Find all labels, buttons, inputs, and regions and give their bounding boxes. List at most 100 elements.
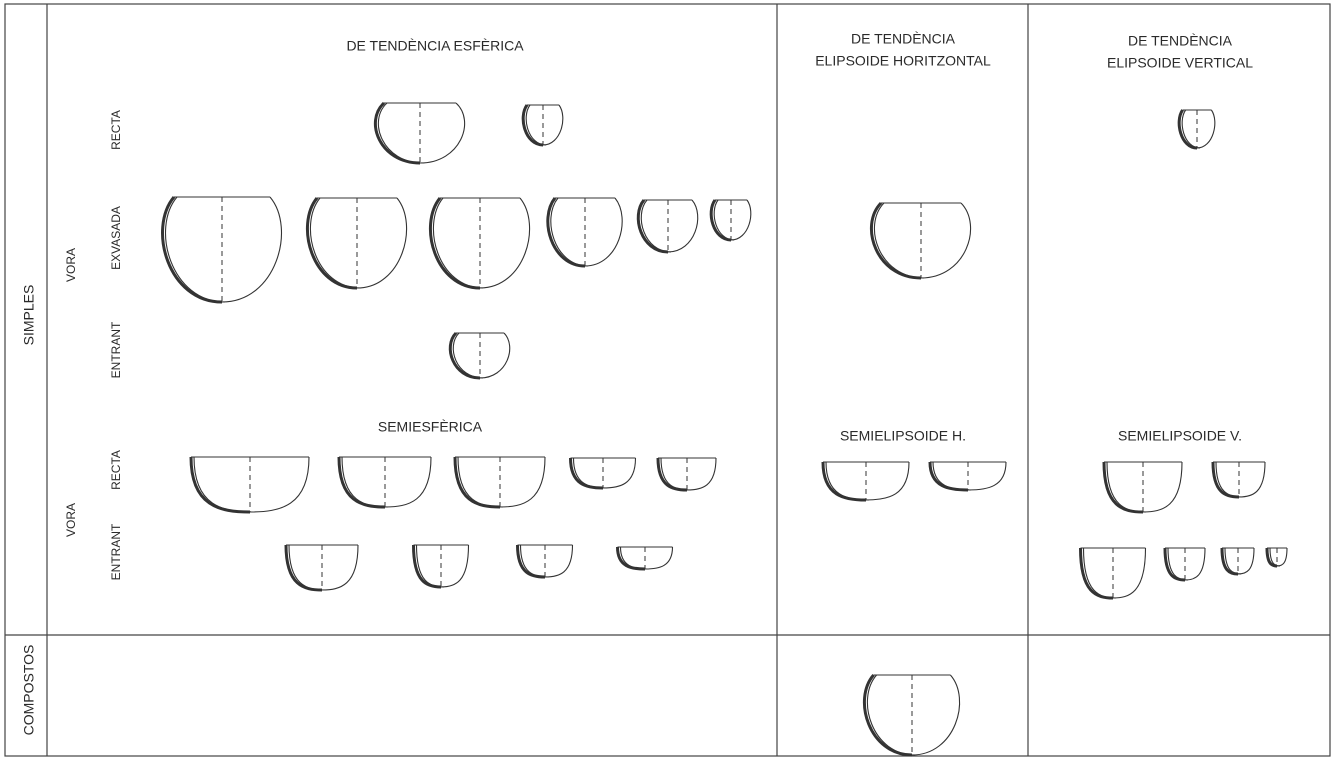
vessel-profile <box>479 332 511 379</box>
vessel-profile <box>288 544 326 591</box>
vessel <box>821 461 910 502</box>
vessel-profile <box>164 196 226 303</box>
group-label: VORA <box>64 503 78 537</box>
vessel <box>305 197 408 290</box>
vessel-section <box>1211 461 1240 499</box>
sub-header: SEMIESFÈRICA <box>378 419 483 435</box>
vessel-profile <box>550 197 589 267</box>
vessel <box>1211 461 1266 499</box>
vessel-profile <box>321 544 359 591</box>
vessel-profile <box>249 456 310 513</box>
vessel <box>546 197 623 268</box>
vessel-profile <box>1215 461 1243 498</box>
column-header: ELIPSOIDE HORITZONTAL <box>815 53 991 69</box>
vessel-profile <box>1238 461 1266 498</box>
vessel-profile <box>640 199 672 253</box>
row-header: SIMPLES <box>21 285 37 346</box>
vessel-section <box>161 196 223 304</box>
variant-label: RECTA <box>109 450 123 490</box>
vessel-profile <box>1184 547 1206 581</box>
vessel-profile <box>1196 109 1216 149</box>
vessel <box>337 456 432 509</box>
sub-header: SEMIELIPSOIDE V. <box>1118 428 1242 444</box>
vessel <box>412 544 470 589</box>
vessel-section <box>870 201 922 280</box>
vessel-profile <box>419 102 466 164</box>
vessel <box>284 544 359 592</box>
sub-header: SEMIELIPSOIDE H. <box>840 428 966 444</box>
column-header: DE TENDÈNCIA <box>1128 33 1233 49</box>
vessel-profile <box>544 544 574 578</box>
vessel <box>428 197 531 290</box>
vessel-section <box>448 331 481 380</box>
vessel-profile <box>341 456 389 508</box>
vessel-profile <box>1237 547 1255 575</box>
vessel-section <box>516 544 546 579</box>
vessel-profile <box>309 197 361 289</box>
vessel <box>863 674 960 757</box>
vessel <box>1102 461 1183 514</box>
vessel-profile <box>825 461 870 501</box>
vessel-profile <box>221 196 283 303</box>
column-header: DE TENDÈNCIA ESFÈRICA <box>346 38 524 54</box>
vessel <box>656 457 717 492</box>
vessel <box>521 104 564 147</box>
vessel-profile <box>384 456 432 508</box>
vessel-profile <box>377 102 424 164</box>
vessel <box>453 456 546 509</box>
group-label: VORA <box>64 248 78 282</box>
vessel-profile <box>1106 461 1147 513</box>
vessel <box>636 199 699 254</box>
vessel <box>373 101 466 165</box>
table-grid <box>4 3 1331 757</box>
vessel-profile <box>713 199 735 241</box>
vessel-section <box>189 456 251 514</box>
vessel-profile <box>479 197 531 289</box>
vessel <box>1220 547 1255 576</box>
vessel-section <box>863 674 913 757</box>
vessel-profile <box>584 197 623 267</box>
vessel-section <box>1265 547 1278 568</box>
vessel-profile <box>967 461 1007 491</box>
vessel-profile <box>865 461 910 501</box>
vessel-section <box>428 197 481 290</box>
vessel-profile <box>660 457 691 491</box>
variant-label: ENTRANT <box>109 321 123 378</box>
vessel-profile <box>193 456 254 513</box>
column-header: ELIPSOIDE VERTICAL <box>1107 55 1253 71</box>
table-border <box>4 3 1331 757</box>
vessel <box>1265 547 1288 568</box>
vessel-profile <box>602 457 637 489</box>
vessel-profile <box>415 544 445 588</box>
vessel-profile <box>356 197 408 289</box>
vessel-profile <box>1112 547 1147 599</box>
vessel <box>516 544 574 579</box>
vessel <box>161 196 283 304</box>
vessel-profile <box>874 202 925 279</box>
vessel <box>189 456 310 514</box>
vessel-profile <box>452 332 484 379</box>
vessel-profile <box>432 197 484 289</box>
vessel-section <box>636 199 669 254</box>
vessel-profile <box>1082 547 1117 599</box>
vessel-profile <box>1181 109 1201 149</box>
vessel-profile <box>525 104 547 146</box>
vessel-section <box>412 544 442 589</box>
vessel <box>928 461 1007 492</box>
vessel-profile <box>440 544 470 588</box>
vessel <box>569 457 637 490</box>
vessel-section <box>373 101 421 165</box>
vessel <box>448 331 511 380</box>
vessel-profile <box>644 546 674 570</box>
row-header: COMPOSTOS <box>21 645 37 736</box>
vessel-section <box>305 197 358 290</box>
vessel <box>1177 109 1216 150</box>
vessel-section <box>546 197 586 268</box>
vessel-profile <box>911 674 960 756</box>
vessel <box>1079 547 1147 600</box>
vessel-section <box>1177 109 1198 150</box>
vessel-section <box>521 104 544 147</box>
vessel-profile <box>867 674 916 756</box>
vessel-drawings <box>161 101 1288 757</box>
